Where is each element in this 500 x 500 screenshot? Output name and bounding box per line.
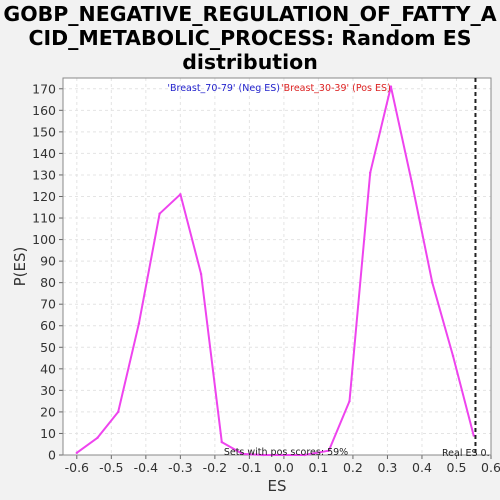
- data-point: [220, 440, 223, 444]
- series-layer: [75, 85, 475, 457]
- legend-neg-label: 'Breast_70-79' (Neg ES): [167, 83, 280, 94]
- data-point: [368, 171, 372, 174]
- y-tick-label: 60: [40, 318, 56, 333]
- data-point: [348, 399, 351, 403]
- y-tick-label: 30: [40, 383, 56, 398]
- chart-title-line: GOBP_NEGATIVE_REGULATION_OF_FATTY_A: [3, 2, 497, 26]
- x-tick-label: -0.3: [168, 460, 192, 475]
- data-point: [96, 436, 99, 439]
- chart-title-line: CID_METABOLIC_PROCESS: Random ES: [28, 26, 472, 50]
- y-tick-label: 0: [48, 448, 56, 463]
- x-tick-label: 0.5: [447, 460, 467, 475]
- y-tick-label: 140: [32, 146, 56, 161]
- x-tick-label: -0.1: [237, 460, 261, 475]
- x-tick-label: -0.4: [134, 460, 158, 475]
- x-tick-label: 0.2: [343, 460, 363, 475]
- data-point: [431, 281, 434, 284]
- y-tick-label: 150: [32, 124, 56, 139]
- real-es-annotation: Real ES 0.: [442, 448, 490, 459]
- plot-area: [63, 78, 491, 455]
- data-point: [282, 453, 286, 457]
- data-point: [199, 272, 203, 276]
- x-tick-label: -0.6: [65, 460, 89, 475]
- y-tick-label: 80: [40, 275, 56, 290]
- x-tick-label: -0.2: [203, 460, 227, 475]
- data-point: [451, 354, 455, 358]
- data-point: [241, 452, 244, 456]
- x-tick-label: 0.0: [274, 460, 294, 475]
- y-axis-label: P(ES): [11, 247, 29, 287]
- y-tick-label: 50: [40, 340, 56, 355]
- data-point: [327, 449, 330, 452]
- x-tick-label: 0.3: [378, 460, 398, 475]
- y-tick-label: 130: [32, 167, 56, 182]
- data-point: [261, 453, 265, 457]
- chart-title: GOBP_NEGATIVE_REGULATION_OF_FATTY_A CID_…: [0, 2, 500, 74]
- data-point: [117, 410, 120, 414]
- y-tick-label: 70: [40, 297, 56, 312]
- y-tick-label: 120: [32, 189, 56, 204]
- legend-pos-label: 'Breast_30-39' (Pos ES): [281, 83, 391, 94]
- data-point: [75, 451, 79, 455]
- x-tick-label: 0.4: [412, 460, 432, 475]
- y-tick-label: 40: [40, 361, 56, 376]
- x-tick-label: 0.6: [481, 460, 500, 475]
- y-gridlines: [63, 88, 491, 456]
- y-tick-label: 100: [32, 232, 56, 247]
- y-tick-label: 20: [40, 404, 56, 419]
- y-tick-label: 160: [32, 103, 56, 118]
- es-distribution-line: [76, 85, 475, 456]
- data-point: [472, 434, 475, 437]
- y-tick-label: 90: [40, 254, 56, 269]
- y-tick-label: 10: [40, 426, 56, 441]
- chart-title-line: distribution: [182, 50, 318, 74]
- y-tick-label: 110: [32, 211, 56, 226]
- y-tick-label: 170: [32, 81, 56, 96]
- data-point: [158, 212, 161, 215]
- x-tick-label: 0.1: [308, 460, 328, 475]
- x-axis-label: ES: [268, 477, 287, 495]
- x-tick-label: -0.5: [99, 460, 123, 475]
- data-point: [389, 85, 393, 88]
- pos-scores-annotation: Sets with pos scores: 59%: [224, 447, 348, 458]
- data-point: [179, 193, 182, 196]
- data-point: [303, 453, 306, 457]
- axes: -0.6 -0.5 -0.4 -0.3 -0.2 -0.1 0.0 0.1 0.2 0.3 0.4 0…: [32, 77, 500, 475]
- data-point: [137, 322, 141, 325]
- data-point: [410, 180, 413, 183]
